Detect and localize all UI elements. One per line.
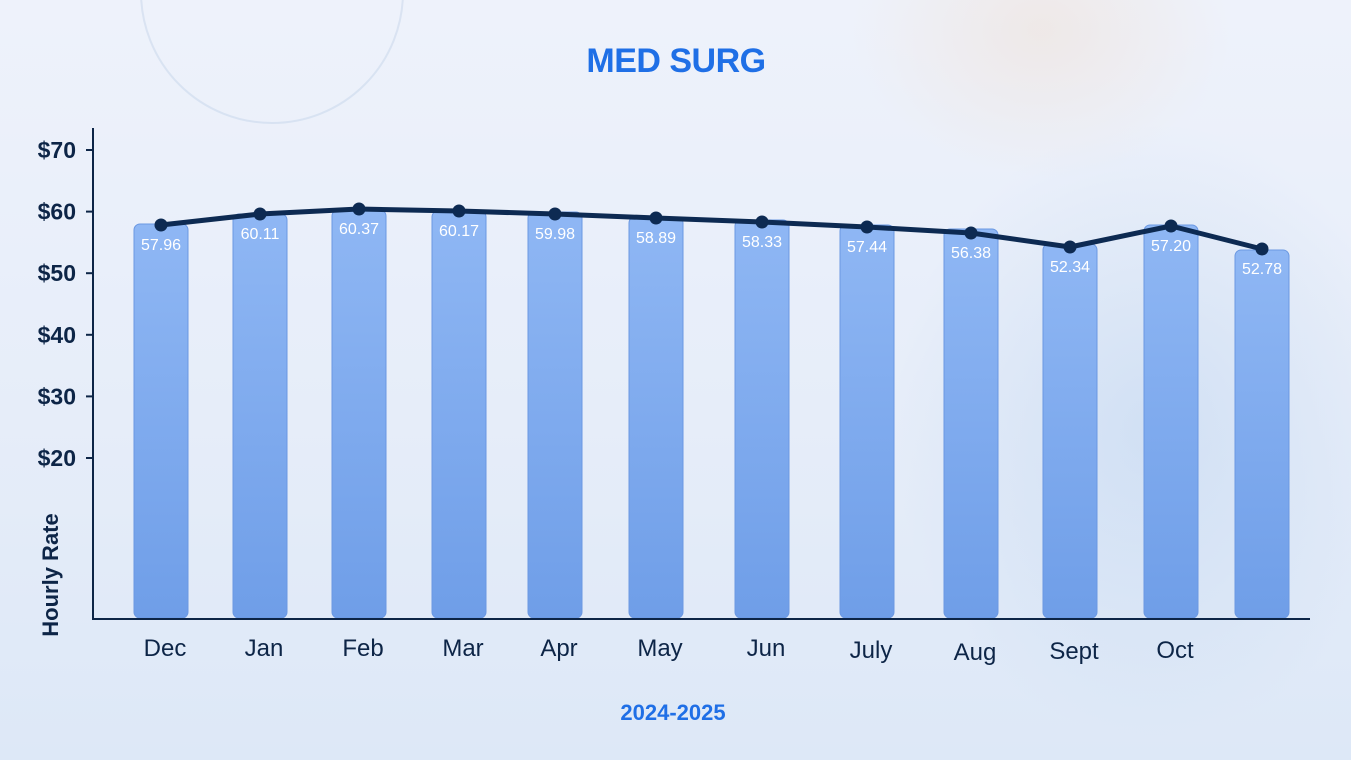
data-point xyxy=(154,218,168,232)
data-point xyxy=(649,211,663,225)
y-tick-label: $20 xyxy=(38,445,76,471)
data-point xyxy=(1255,242,1269,256)
data-label: 52.34 xyxy=(1050,259,1090,276)
bar xyxy=(232,213,288,619)
data-label: 56.38 xyxy=(951,245,991,262)
bars-group xyxy=(133,209,1290,619)
x-tick-label: Apr xyxy=(540,635,577,662)
data-point xyxy=(755,215,769,229)
data-label: 59.98 xyxy=(535,226,575,243)
x-tick-label: Feb xyxy=(342,635,383,662)
bar xyxy=(527,211,583,619)
data-label: 58.33 xyxy=(742,234,782,251)
data-label: 58.89 xyxy=(636,230,676,247)
y-tick-label: $70 xyxy=(38,137,76,163)
series-line xyxy=(158,206,1265,252)
y-tick-label: $40 xyxy=(38,322,76,348)
y-tick-label: $50 xyxy=(38,260,76,286)
x-tick-label: July xyxy=(850,637,893,664)
data-label: 52.78 xyxy=(1242,261,1282,278)
data-label: 57.44 xyxy=(847,239,887,256)
data-label: 57.96 xyxy=(141,237,181,254)
data-labels-group: 57.96 60.11 60.37 60.17 59.98 58.89 58.33 57.44… xyxy=(141,221,1282,278)
chart-title: MED SURG xyxy=(586,42,765,80)
bar xyxy=(1143,224,1199,619)
data-point xyxy=(964,226,978,240)
data-label: 60.37 xyxy=(339,221,379,238)
bar xyxy=(1234,249,1290,619)
x-ticks-group: Dec Jan Feb Mar Apr May Jun July Aug Sept Oct xyxy=(144,635,1194,666)
x-tick-label: Dec xyxy=(144,635,187,662)
x-tick-label: May xyxy=(637,635,682,662)
bar xyxy=(133,223,189,619)
data-point xyxy=(860,220,874,234)
data-point xyxy=(1164,219,1178,233)
x-tick-label: Jun xyxy=(747,635,786,662)
bar xyxy=(431,210,487,619)
y-tick-label: $30 xyxy=(38,383,76,409)
y-axis-label: Hourly Rate xyxy=(38,513,63,636)
x-tick-label: Oct xyxy=(1156,637,1194,664)
bar xyxy=(1042,243,1098,619)
data-point xyxy=(352,202,366,216)
y-tick-label: $60 xyxy=(38,199,76,225)
bar xyxy=(943,228,999,619)
x-tick-label: Jan xyxy=(245,635,284,662)
data-label: 57.20 xyxy=(1151,238,1191,255)
x-tick-label: Sept xyxy=(1049,638,1099,665)
y-ticks-group: $20 $30 $40 $50 $60 $70 xyxy=(38,137,93,471)
x-tick-label: Aug xyxy=(954,639,997,666)
data-point xyxy=(452,204,466,218)
x-tick-label: Mar xyxy=(442,635,483,662)
bar xyxy=(839,224,895,619)
data-label: 60.11 xyxy=(241,226,280,243)
bar xyxy=(734,219,790,619)
bar xyxy=(628,216,684,619)
bar xyxy=(331,209,387,619)
data-point xyxy=(1063,240,1077,254)
data-point xyxy=(253,207,267,221)
x-axis-label: 2024-2025 xyxy=(620,700,725,725)
trend-line-group xyxy=(154,202,1269,256)
data-point xyxy=(548,207,562,221)
data-label: 60.17 xyxy=(439,223,479,240)
